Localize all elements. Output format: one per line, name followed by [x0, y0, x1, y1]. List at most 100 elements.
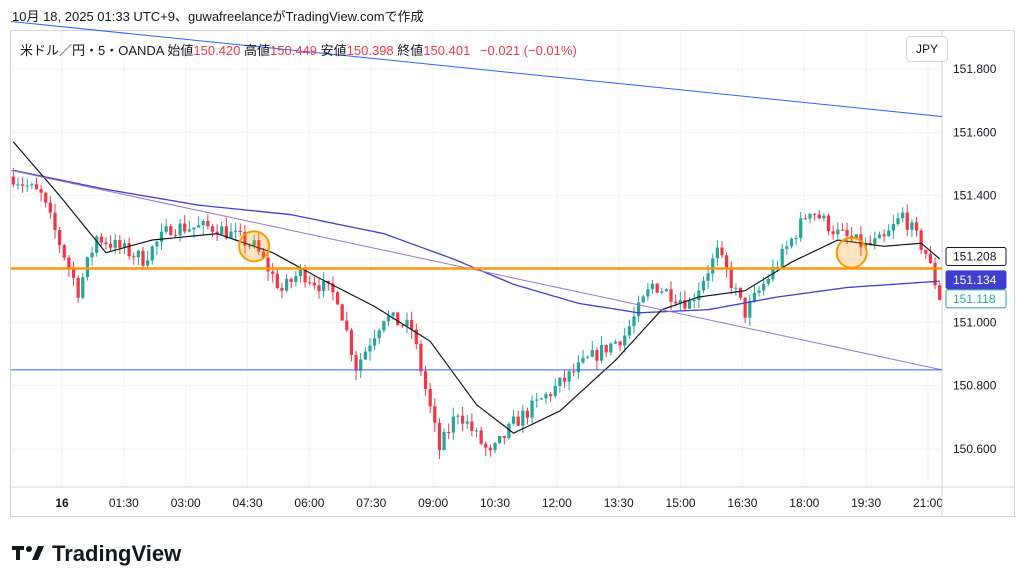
- candle-body: [136, 250, 140, 258]
- candle-body: [252, 240, 256, 246]
- candle-body: [298, 267, 303, 277]
- currency-button[interactable]: JPY: [906, 36, 948, 62]
- candle-body: [683, 300, 687, 309]
- candle-body: [498, 436, 502, 444]
- candle-body: [692, 300, 696, 302]
- candle-body: [762, 283, 766, 291]
- candle-body: [919, 230, 923, 250]
- candle-body: [516, 416, 520, 426]
- price-chart[interactable]: 151.800151.600151.400151.200151.000150.8…: [0, 0, 1024, 520]
- candle-body: [155, 241, 159, 247]
- candle-body: [813, 213, 817, 215]
- candle-body: [224, 226, 229, 239]
- candle-body: [178, 223, 182, 236]
- candle-body: [173, 235, 178, 237]
- tradingview-brand[interactable]: TradingView: [12, 541, 181, 568]
- candle-body: [447, 431, 451, 433]
- candle-body: [553, 385, 557, 396]
- candle-body: [294, 276, 298, 283]
- candle-body: [854, 234, 858, 239]
- candle-body: [650, 283, 655, 290]
- close-label: 終値: [397, 43, 424, 58]
- x-tick-label: 18:00: [789, 496, 819, 510]
- y-tick-label: 151.800: [953, 62, 997, 76]
- candle-body: [493, 443, 497, 451]
- lower-trendline: [10, 169, 943, 371]
- candle-body: [113, 239, 117, 248]
- candle-body: [687, 301, 692, 309]
- candle-body: [780, 248, 784, 267]
- candle-body: [558, 377, 562, 386]
- candle-body: [312, 282, 317, 286]
- candle-body: [613, 341, 618, 344]
- candle-body: [368, 345, 372, 352]
- candle-body: [386, 315, 391, 322]
- x-tick-label: 10:30: [480, 496, 510, 510]
- candle-body: [521, 410, 525, 426]
- candle-body: [887, 230, 891, 237]
- y-tick-label: 151.000: [953, 315, 997, 329]
- candle-body: [423, 371, 428, 389]
- candle-body: [220, 226, 224, 235]
- price-label-box: [945, 270, 1007, 290]
- candle-body: [215, 231, 219, 235]
- x-tick-label: 16: [55, 496, 69, 510]
- chart-frame: [10, 30, 1015, 517]
- candle-body: [711, 258, 715, 274]
- candle-body: [641, 296, 645, 303]
- candle-body: [627, 326, 631, 336]
- candle-body: [623, 335, 627, 346]
- candle-body: [396, 312, 400, 326]
- candle-body: [210, 226, 215, 232]
- candle-body: [257, 240, 261, 252]
- candle-body: [905, 212, 909, 230]
- symbol-label[interactable]: 米ドル／円・5・OANDA: [20, 43, 164, 58]
- candle-body: [766, 279, 770, 284]
- change-value: −0.021 (−0.01%): [479, 43, 577, 58]
- candle-body: [382, 321, 386, 331]
- candle-body: [118, 239, 122, 248]
- candle-body: [836, 229, 840, 235]
- candle-body: [271, 271, 275, 274]
- upper-trendline: [10, 21, 943, 117]
- candle-body: [71, 268, 76, 278]
- candle-body: [428, 388, 432, 407]
- candle-body: [697, 290, 701, 301]
- candle-body: [44, 192, 48, 203]
- candle-body: [243, 232, 247, 246]
- y-tick-label: 151.600: [953, 125, 997, 139]
- candle-body: [58, 230, 62, 246]
- candle-body: [674, 301, 678, 304]
- candle-body: [81, 277, 85, 298]
- candle-body: [303, 267, 307, 283]
- candle-body: [511, 416, 516, 424]
- candle-body: [414, 329, 418, 344]
- candle-body: [53, 212, 57, 231]
- candle-body: [67, 257, 71, 269]
- candle-body: [738, 287, 743, 298]
- candle-body: [419, 343, 423, 372]
- candle-body: [548, 394, 553, 396]
- highlight-circle: [835, 236, 868, 269]
- candle-body: [729, 269, 733, 289]
- candle-body: [632, 316, 636, 327]
- candle-body: [183, 223, 187, 232]
- candle-body: [479, 430, 483, 444]
- candle-body: [331, 283, 335, 293]
- x-tick-label: 04:30: [233, 496, 263, 510]
- candle-body: [410, 319, 414, 330]
- candle-body: [104, 242, 108, 244]
- price-label-box: [945, 246, 1007, 266]
- candle-body: [76, 277, 80, 298]
- low-value: 150.398: [346, 43, 394, 58]
- candle-body: [234, 230, 238, 232]
- candle-body: [39, 189, 43, 193]
- candle-body: [11, 176, 15, 185]
- x-tick-label: 03:00: [171, 496, 201, 510]
- candle-body: [525, 410, 530, 418]
- candle-body: [201, 220, 205, 226]
- candle-body: [655, 283, 659, 293]
- candle-body: [530, 400, 534, 418]
- candle-body: [187, 229, 191, 232]
- candle-body: [636, 302, 641, 317]
